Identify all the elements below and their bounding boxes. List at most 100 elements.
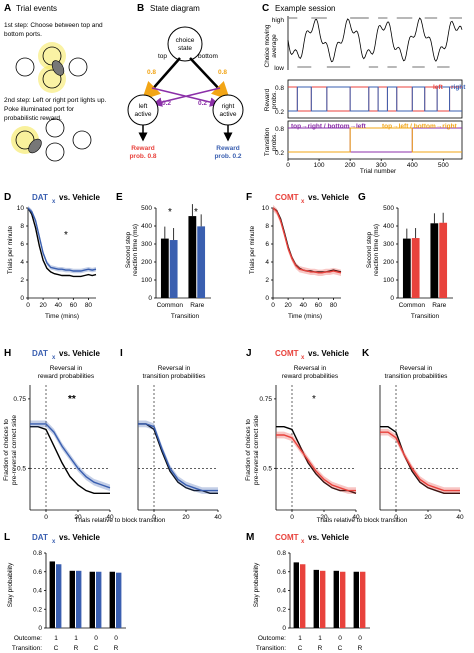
c-y3-label-2: probs.	[271, 133, 278, 151]
transition-value: R	[74, 645, 79, 652]
c-y2-label-2: probs.	[271, 91, 278, 109]
d-title: vs. Vehicle	[59, 193, 100, 202]
bar-dat-1c	[56, 564, 62, 628]
jk-ylabel-2: pre-reversal correct side	[253, 415, 260, 485]
h-subtitle-2: reward probabilities	[38, 373, 95, 380]
x-tick-label: 20	[284, 302, 292, 309]
panel-c-title: Example session	[275, 4, 335, 13]
left-reward-prob-line	[288, 86, 462, 112]
k-subtitle-1: Reversal in	[400, 365, 433, 372]
bar-comt-rare	[439, 222, 448, 298]
panel-k: K Reversal in transition probabilities 0…	[362, 348, 464, 521]
j-drug-sub: x	[301, 355, 305, 361]
e-xlabel: Transition	[171, 313, 200, 320]
choice-label-1: choice	[176, 37, 195, 44]
y-tick-label: 0	[20, 295, 24, 302]
y-tick-label: 8	[265, 223, 269, 230]
y-tick-label: 300	[141, 241, 152, 248]
panel-letter-h: H	[4, 348, 11, 359]
m-outcome-label: Outcome:	[258, 635, 286, 642]
transition-value: C	[298, 645, 303, 652]
bar-comt-0r	[360, 571, 366, 628]
bar-comt-1c	[300, 564, 306, 628]
rare-prob-right: 0.2	[198, 100, 207, 107]
d-drug-sub: x	[52, 199, 56, 205]
panel-a-step1-line1: 1st step: Choose between top and	[4, 22, 103, 29]
m-ylabel: Stay probability	[253, 562, 260, 607]
transition-value: C	[94, 645, 99, 652]
g-plot: 0 100 200 300 400 500 Common Rare	[383, 205, 453, 309]
y-tick-label: 0	[282, 625, 286, 632]
d-plot: 0 20 40 60 80 0 2 4 6 8 10	[17, 205, 97, 309]
c-y3-label-1: Transition	[264, 127, 271, 156]
c-legend-left: left	[433, 84, 444, 91]
panel-a-title: Trial events	[16, 4, 57, 13]
series-line-dat	[30, 423, 111, 489]
h-plot: 0 20 40 0.5 0.75	[13, 385, 114, 521]
h-title: vs. Vehicle	[59, 349, 100, 358]
f-xlabel: Time (mins)	[288, 313, 322, 320]
panel-letter-g: G	[358, 192, 366, 203]
panel-c: C Example session 0 100 200 300 400 500 Choic…	[262, 3, 466, 175]
panel-b-title: State diagram	[150, 4, 200, 13]
x-tick-label: 80	[330, 302, 338, 309]
x-tick-label: 0	[394, 514, 398, 521]
reward-right-2: prob. 0.2	[214, 153, 241, 160]
c-y1-tick-high: high	[272, 17, 285, 24]
x-tick-label: 40	[352, 514, 360, 521]
bar-vehicle-1c	[49, 561, 55, 628]
g-ylabel-2: reaction time (ms)	[373, 224, 380, 276]
c-legend-right: right	[451, 84, 466, 91]
panel-a: A Trial events 1st step: Choose between …	[4, 3, 106, 162]
transition-value: R	[358, 645, 363, 652]
bar-comt-0c	[340, 571, 346, 628]
y-tick-label: 0.5	[17, 465, 26, 472]
c-x-tick-label: 300	[376, 162, 387, 169]
y-tick-label: 300	[383, 241, 394, 248]
transition-a-line	[288, 127, 462, 153]
c-y2-tick-02: 0.2	[275, 109, 284, 116]
i-plot: 0 20 40	[137, 385, 222, 521]
g-xlabel: Transition	[411, 313, 440, 320]
choice-label-2: state	[178, 45, 192, 52]
c-xlabel: Trial number	[360, 168, 397, 175]
jk-xlabel: Trials relative to block transition	[317, 517, 408, 524]
c-mid-frame	[287, 79, 463, 119]
c-y2-label-1: Reward	[264, 88, 271, 111]
panel-e: E 0 100 200 300 400 500 Common Rare * * Second st…	[116, 192, 211, 320]
panel-letter-d: D	[4, 192, 11, 203]
bar-vehicle-1r	[69, 570, 75, 628]
d-drug: DAT	[32, 193, 48, 202]
f-drug-sub: x	[301, 199, 305, 205]
f-drug: COMT	[275, 193, 299, 202]
x-tick-label: 0	[290, 514, 294, 521]
category-label: Rare	[190, 302, 204, 309]
outcome-value: 0	[94, 635, 98, 642]
right-active-node	[212, 94, 244, 126]
x-tick-label: 0	[44, 514, 48, 521]
l-title: vs. Vehicle	[59, 533, 100, 542]
transition-value: C	[54, 645, 59, 652]
panel-a-step2-line2: Poke illuminated port for	[4, 106, 75, 113]
panel-i: I Reversal in transition probabilities 0…	[120, 348, 222, 521]
y-tick-label: 500	[383, 205, 394, 212]
c-choice-plot	[287, 16, 463, 70]
panel-letter-f: F	[246, 192, 252, 203]
c-transition-plot: 0 100 200 300 400 500	[286, 120, 463, 169]
hi-xlabel: Trials relative to block transition	[75, 517, 166, 524]
i-subtitle-1: Reversal in	[158, 365, 191, 372]
h-star: **	[68, 394, 76, 405]
j-title: vs. Vehicle	[308, 349, 349, 358]
common-prob-right: 0.8	[218, 69, 227, 76]
transition-value: C	[338, 645, 343, 652]
series-band-comt	[273, 204, 341, 276]
x-tick-label: 40	[214, 514, 222, 521]
category-label: Common	[399, 302, 426, 309]
y-tick-label: 6	[265, 241, 269, 248]
c-bot-frame	[287, 120, 463, 160]
y-tick-label: 200	[383, 259, 394, 266]
choice-trace	[287, 17, 463, 63]
bar-dat-common	[169, 240, 178, 298]
h-drug: DAT	[32, 349, 48, 358]
f-title: vs. Vehicle	[308, 193, 349, 202]
